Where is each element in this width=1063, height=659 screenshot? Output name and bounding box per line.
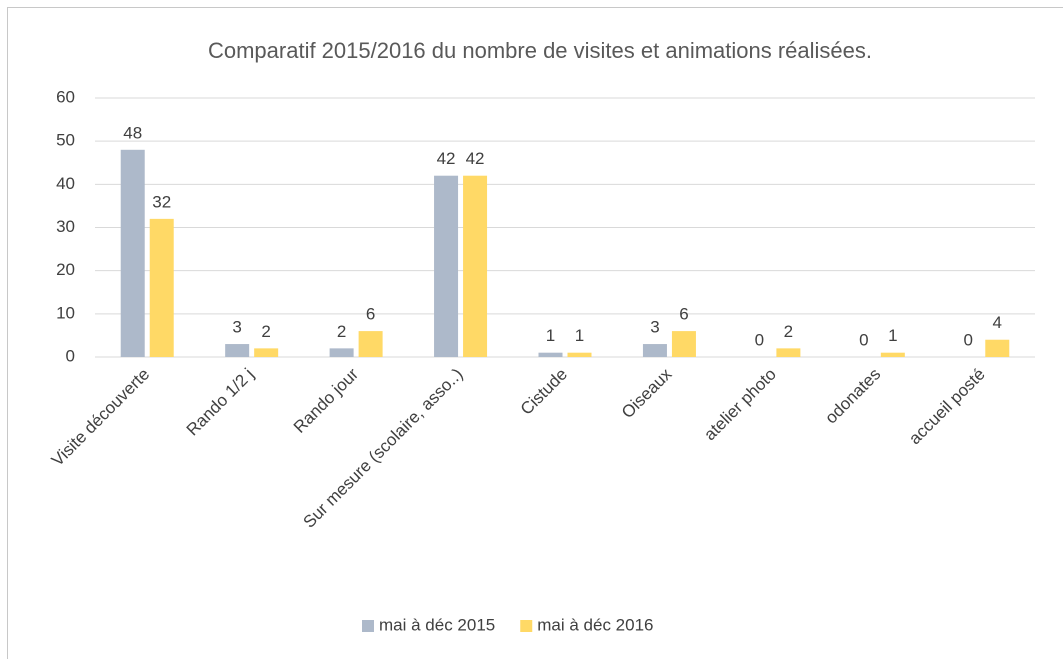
chart-title: Comparatif 2015/2016 du nombre de visite… — [208, 38, 872, 63]
bar — [671, 331, 696, 357]
data-label: 6 — [679, 305, 688, 324]
data-label: 2 — [261, 322, 270, 341]
bar — [434, 175, 459, 357]
legend-label: mai à déc 2015 — [379, 615, 495, 634]
data-label: 2 — [337, 322, 346, 341]
bar — [120, 149, 145, 357]
data-label: 1 — [546, 326, 555, 345]
y-tick-label: 20 — [56, 260, 75, 279]
data-label: 0 — [755, 330, 764, 349]
bar — [880, 352, 905, 357]
data-label: 48 — [123, 123, 142, 142]
data-label: 1 — [888, 326, 897, 345]
bar — [567, 352, 592, 357]
y-tick-label: 40 — [56, 174, 75, 193]
data-label: 2 — [784, 322, 793, 341]
data-label: 32 — [152, 192, 171, 211]
legend-label: mai à déc 2016 — [537, 615, 653, 634]
data-label: 3 — [232, 318, 241, 337]
data-label: 0 — [859, 330, 868, 349]
bar — [149, 218, 174, 357]
data-label: 1 — [575, 326, 584, 345]
y-tick-label: 50 — [56, 131, 75, 150]
bar — [254, 348, 279, 357]
bar — [538, 352, 563, 357]
legend-swatch — [362, 620, 374, 632]
bar — [642, 344, 667, 357]
data-label: 42 — [437, 149, 456, 168]
bar — [329, 348, 354, 357]
chart-border — [7, 7, 1063, 659]
y-tick-label: 0 — [66, 346, 75, 365]
y-tick-label: 60 — [56, 87, 75, 106]
legend-swatch — [520, 620, 533, 632]
bar — [225, 344, 250, 357]
data-label: 42 — [466, 149, 485, 168]
bar — [463, 175, 488, 357]
data-label: 3 — [650, 318, 659, 337]
data-label: 0 — [964, 330, 973, 349]
y-tick-label: 30 — [56, 217, 75, 236]
data-label: 4 — [993, 313, 1002, 332]
bar — [358, 331, 383, 357]
bar — [776, 348, 801, 357]
y-tick-label: 10 — [56, 303, 75, 322]
data-label: 6 — [366, 305, 375, 324]
bar — [985, 339, 1010, 357]
